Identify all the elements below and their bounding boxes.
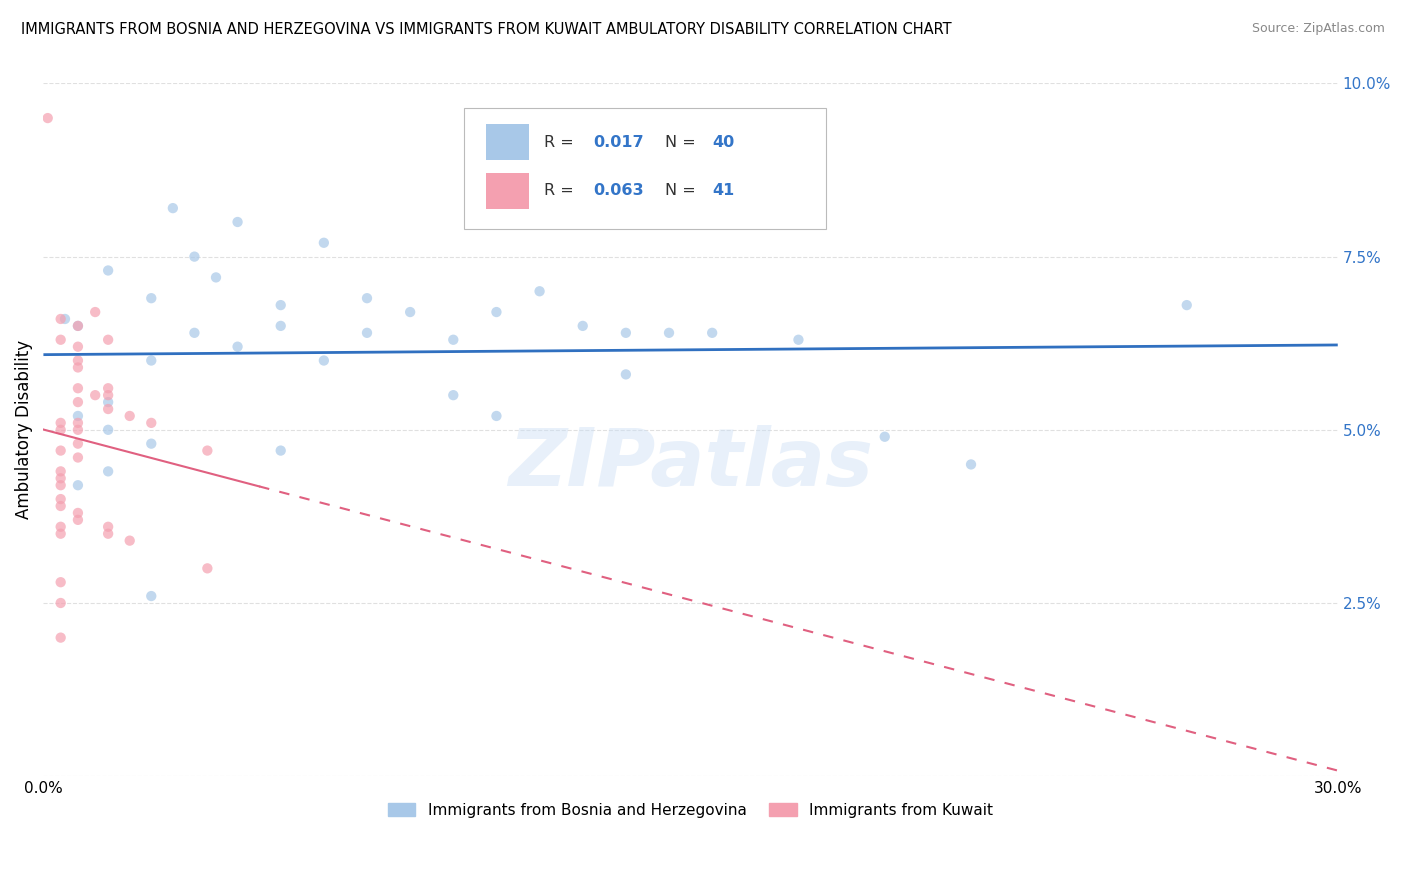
- Point: [49, 596, 72, 610]
- Point: [399, 305, 422, 319]
- Point: [97, 263, 120, 277]
- Text: 41: 41: [713, 184, 735, 198]
- Point: [66, 478, 89, 492]
- Point: [53, 312, 76, 326]
- Text: IMMIGRANTS FROM BOSNIA AND HERZEGOVINA VS IMMIGRANTS FROM KUWAIT AMBULATORY DISA: IMMIGRANTS FROM BOSNIA AND HERZEGOVINA V…: [21, 22, 952, 37]
- Point: [66, 395, 89, 409]
- Point: [66, 423, 89, 437]
- Point: [529, 285, 551, 299]
- Point: [97, 402, 120, 417]
- Point: [1175, 298, 1198, 312]
- Point: [66, 513, 89, 527]
- Point: [270, 298, 292, 312]
- Point: [356, 291, 378, 305]
- Point: [195, 561, 218, 575]
- Point: [49, 423, 72, 437]
- Point: [66, 360, 89, 375]
- Point: [226, 340, 249, 354]
- Point: [658, 326, 681, 340]
- Text: N =: N =: [665, 135, 700, 150]
- Point: [97, 333, 120, 347]
- Point: [205, 270, 228, 285]
- Legend: Immigrants from Bosnia and Herzegovina, Immigrants from Kuwait: Immigrants from Bosnia and Herzegovina, …: [382, 797, 1000, 824]
- Point: [66, 353, 89, 368]
- FancyBboxPatch shape: [464, 108, 827, 229]
- Point: [270, 318, 292, 333]
- Text: R =: R =: [544, 135, 579, 150]
- Point: [49, 478, 72, 492]
- Point: [960, 458, 983, 472]
- Point: [614, 326, 637, 340]
- Text: 40: 40: [713, 135, 735, 150]
- Point: [118, 533, 141, 548]
- Point: [97, 381, 120, 395]
- Point: [49, 471, 72, 485]
- Point: [787, 333, 810, 347]
- Point: [66, 416, 89, 430]
- Point: [49, 631, 72, 645]
- Point: [66, 506, 89, 520]
- Point: [84, 305, 107, 319]
- Point: [97, 388, 120, 402]
- Point: [614, 368, 637, 382]
- Point: [226, 215, 249, 229]
- Point: [97, 395, 120, 409]
- Point: [49, 333, 72, 347]
- Point: [141, 291, 163, 305]
- Point: [441, 388, 464, 402]
- Point: [141, 589, 163, 603]
- Point: [195, 443, 218, 458]
- Point: [49, 443, 72, 458]
- Point: [66, 340, 89, 354]
- Point: [141, 416, 163, 430]
- Point: [66, 436, 89, 450]
- Point: [118, 409, 141, 423]
- Point: [97, 520, 120, 534]
- Point: [97, 464, 120, 478]
- Point: [49, 464, 72, 478]
- Point: [97, 526, 120, 541]
- Point: [97, 423, 120, 437]
- Point: [183, 250, 205, 264]
- Point: [66, 318, 89, 333]
- Point: [141, 353, 163, 368]
- Point: [37, 111, 59, 125]
- Point: [270, 443, 292, 458]
- Point: [571, 318, 593, 333]
- Point: [141, 436, 163, 450]
- Point: [49, 416, 72, 430]
- Point: [49, 526, 72, 541]
- Text: 0.017: 0.017: [593, 135, 644, 150]
- Point: [312, 353, 335, 368]
- Point: [66, 318, 89, 333]
- Point: [356, 326, 378, 340]
- FancyBboxPatch shape: [486, 173, 529, 209]
- Y-axis label: Ambulatory Disability: Ambulatory Disability: [15, 340, 32, 519]
- Text: 0.063: 0.063: [593, 184, 644, 198]
- Point: [66, 450, 89, 465]
- Point: [441, 333, 464, 347]
- Text: R =: R =: [544, 184, 579, 198]
- Point: [49, 499, 72, 513]
- Point: [162, 201, 184, 215]
- Point: [312, 235, 335, 250]
- Point: [183, 326, 205, 340]
- Point: [66, 381, 89, 395]
- Point: [873, 430, 896, 444]
- Point: [49, 575, 72, 590]
- FancyBboxPatch shape: [486, 124, 529, 161]
- Point: [49, 492, 72, 507]
- Text: N =: N =: [665, 184, 700, 198]
- Point: [49, 312, 72, 326]
- Point: [66, 409, 89, 423]
- Point: [485, 305, 508, 319]
- Point: [702, 326, 724, 340]
- Point: [84, 388, 107, 402]
- Point: [485, 409, 508, 423]
- Text: Source: ZipAtlas.com: Source: ZipAtlas.com: [1251, 22, 1385, 36]
- Text: ZIPatlas: ZIPatlas: [508, 425, 873, 503]
- Point: [49, 520, 72, 534]
